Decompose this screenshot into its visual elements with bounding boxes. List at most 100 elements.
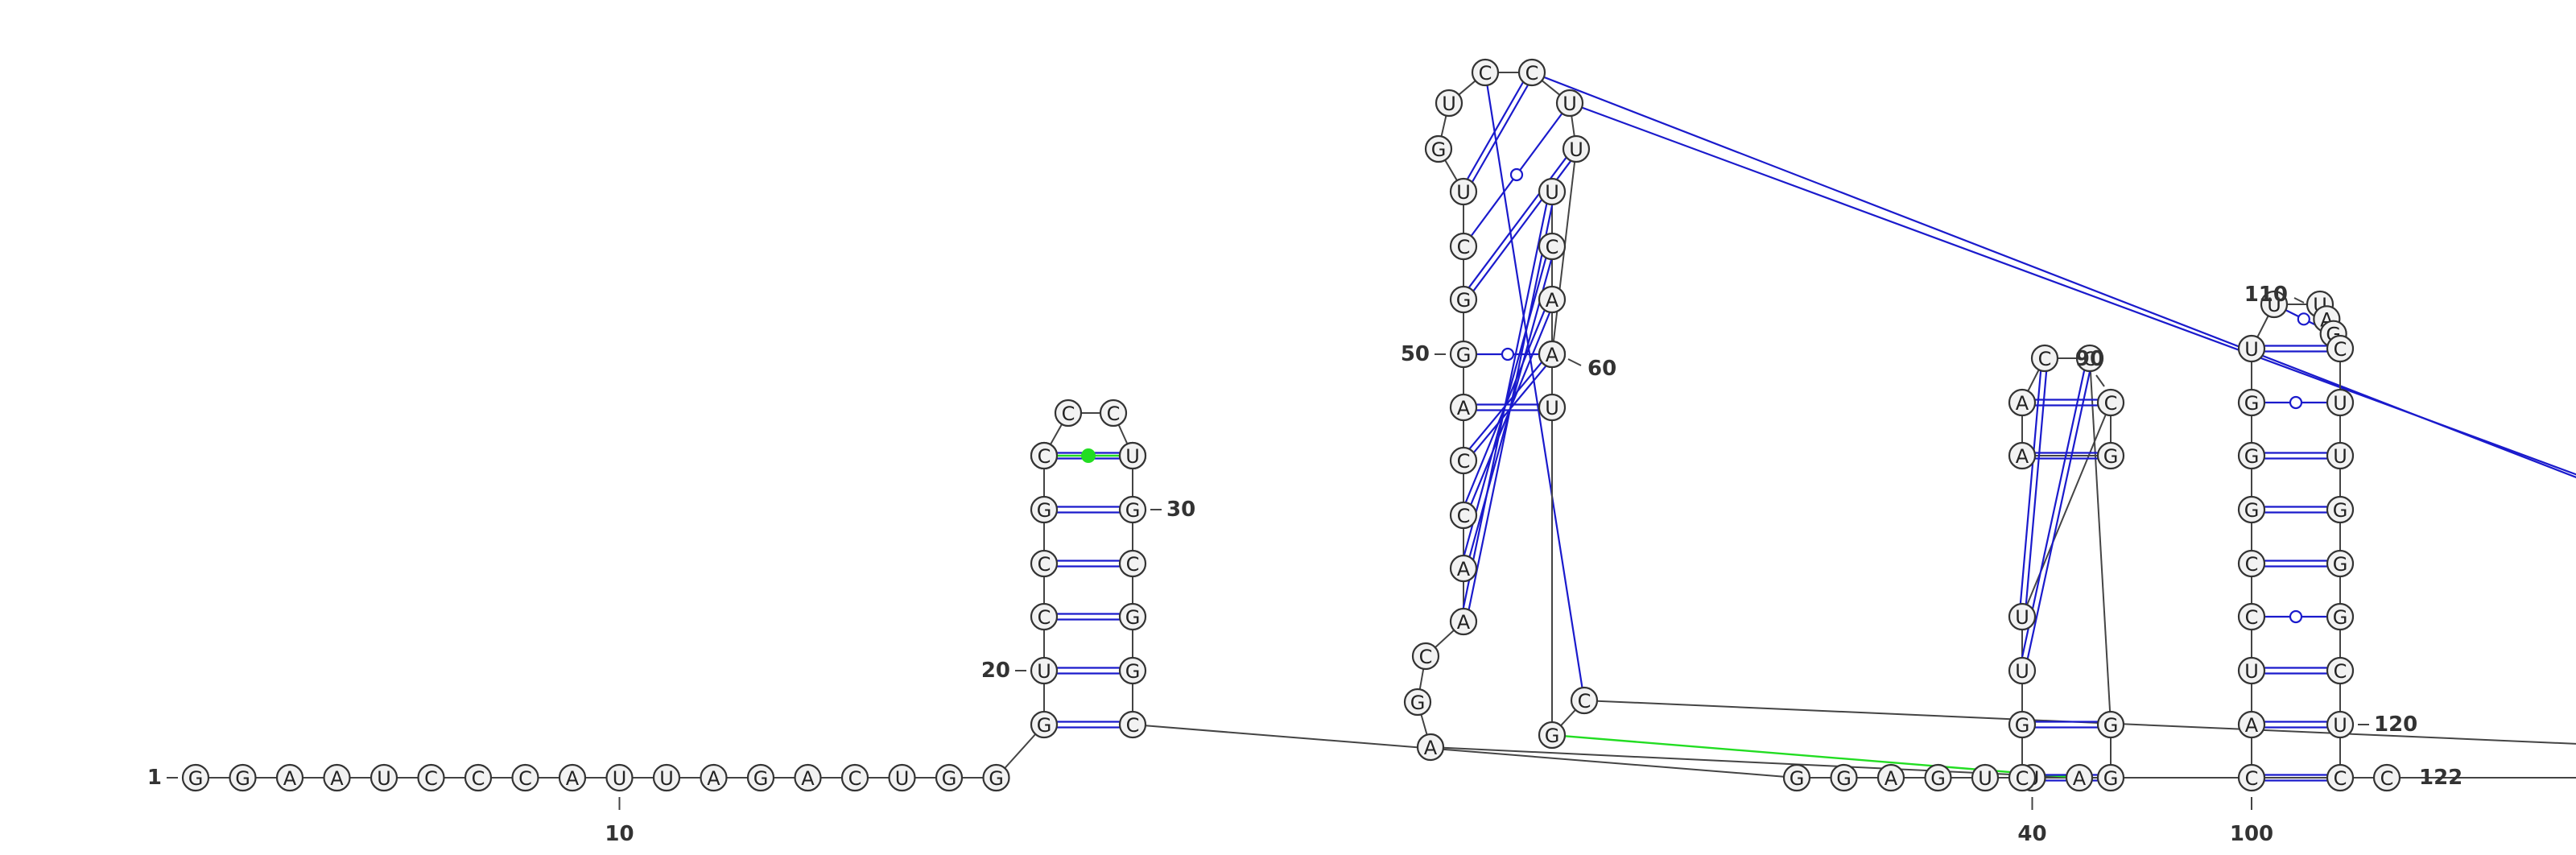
nucleotide: U [2008,656,2037,685]
nucleotide-circle [2237,602,2266,631]
nucleotide: G [2096,441,2125,470]
nucleotide-letter: G [1431,138,1447,161]
nucleotide: C [2372,763,2401,792]
nucleotide-circle [229,763,257,792]
backbone-segment [1560,709,1576,726]
nucleotide-letter: A [330,767,344,790]
nucleotide: U [1030,656,1059,685]
nucleotide-letter: U [1456,181,1471,204]
nucleotide-letter: A [566,767,580,790]
backbone-segment [2256,315,2269,338]
backbone-segment [1571,115,1575,137]
nucleotide-circle [1435,89,1463,118]
nucleotide: G [2237,495,2266,524]
nucleotide-circle [2008,656,2037,685]
nucleotide-letter: U [613,767,627,790]
nucleotide: C [2237,549,2266,578]
nucleotide-circle [2237,710,2266,739]
nucleotide-circle [1782,763,1811,792]
nucleotide-letter: G [2244,392,2260,415]
nucleotide: A [2237,710,2266,739]
nucleotide: U [1562,134,1591,163]
nucleotide-circle [2237,441,2266,470]
nucleotide-circle [2096,388,2125,417]
wobble-pair-marker [2297,312,2310,326]
nucleotide-circle [1830,763,1858,792]
nucleotide-circle [2326,656,2355,685]
nucleotide-circle [1099,399,1128,428]
nucleotide: U [1538,393,1567,422]
position-number: 1 [147,766,162,790]
nucleotide: G [1424,134,1453,163]
position-number: 110 [2244,283,2288,307]
nucleotide: U [2326,441,2355,470]
nucleotide-letter: U [1442,93,1456,115]
nucleotide: U [1118,441,1147,470]
nucleotide-circle [181,763,210,792]
nucleotide-circle [1054,399,1083,428]
nucleotide-letter: C [2334,660,2347,683]
nucleotide-letter: U [2015,660,2029,683]
position-number: 30 [1166,498,1195,522]
nucleotide: C [1471,58,1500,87]
nucleotide-letter: G [2015,714,2030,737]
nucleotide: G [181,763,210,792]
nucleotide-letter: A [1457,558,1471,580]
nucleotide: G [2326,495,2355,524]
nucleotide-letter: U [1563,93,1577,115]
nucleotide-circle [2030,344,2059,373]
nucleotide: U [369,763,398,792]
nucleotide: A [1876,763,1905,792]
nucleotide-circle [1118,441,1147,470]
nucleotide: G [746,763,775,792]
nucleotide-circle [605,763,634,792]
nucleotide: C [840,763,869,792]
nucleotide: U [1449,177,1478,206]
nucleotide-circle [1411,642,1440,671]
nucleotide: A [794,763,822,792]
backbone-segment [1444,159,1458,181]
wobble-pair-marker [2289,609,2303,624]
tertiary-interaction [1569,101,2576,476]
nucleotide-circle [1449,446,1478,475]
nucleotide-letter: C [2334,767,2347,790]
nucleotide: G [1449,285,1478,314]
nucleotide: C [1411,642,1440,671]
backbone-segment [1004,733,1037,769]
nucleotide: C [2237,763,2266,792]
nucleotide: A [2065,763,2094,792]
position-number: 50 [1401,342,1430,366]
nucleotide-circle [2096,710,2125,739]
nucleotide: C [1570,686,1599,715]
nucleotide: G [1403,688,1432,717]
nucleotide-circle [1118,656,1147,685]
nucleotide-letter: C [472,767,485,790]
nucleotide-letter: G [188,767,204,790]
wobble-pair-marker [1509,167,1524,182]
nucleotide: C [417,763,445,792]
nucleotide-letter: U [1037,660,1051,683]
nucleotide-circle [746,763,775,792]
nucleotide-letter: C [1038,445,1051,468]
nucleotide-letter: G [2103,714,2119,737]
nucleotide-letter: U [377,767,391,790]
backbone-segment [1117,424,1129,444]
nucleotide-circle [2326,549,2355,578]
nucleotide: C [1538,232,1567,261]
nucleotide-circle [1538,177,1567,206]
nucleotide: U [1538,177,1567,206]
nucleotide-circle [1517,58,1546,87]
backbone-segment [1050,423,1063,445]
nucleotide: G [1924,763,1952,792]
nucleotide-letter: G [1125,499,1141,522]
nucleotide: C [464,763,493,792]
nucleotide-circle [417,763,445,792]
nucleotide-letter: A [801,767,815,790]
wobble-pair-marker [2289,395,2303,410]
nucleotide-letter: A [1546,344,1559,366]
nucleotide-letter: U [2244,660,2259,683]
nucleotide-letter: G [2103,445,2119,468]
position-number: 10 [605,822,634,846]
nucleotide-letter: C [2038,348,2052,370]
backbone-segment [1420,714,1428,735]
